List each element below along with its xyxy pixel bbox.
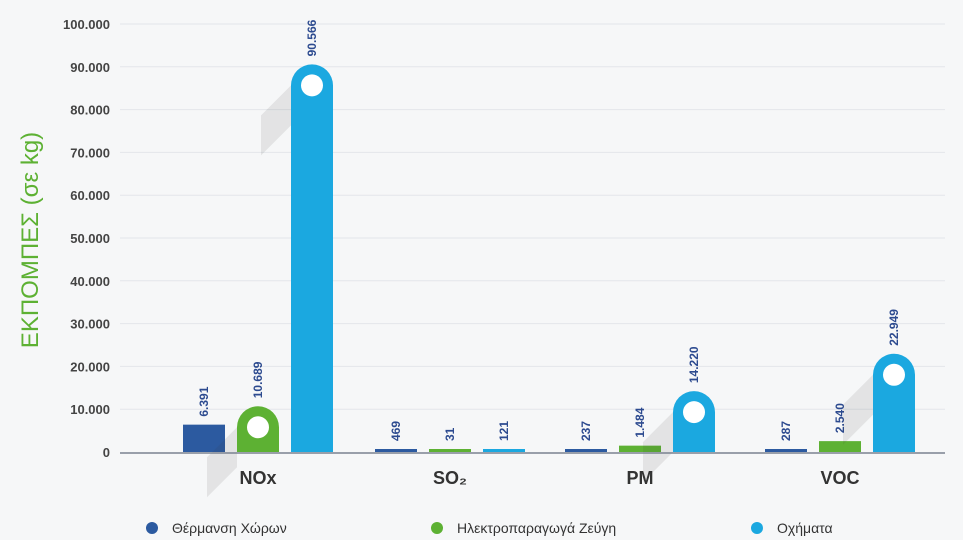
legend-label: Θέρμανση Χώρων — [172, 520, 287, 536]
bar-group-item: 31 — [429, 427, 471, 452]
legend-item: Οχήματα — [751, 520, 833, 536]
bar — [565, 449, 607, 452]
bar-marker — [883, 363, 905, 386]
bar-shadow — [207, 427, 237, 498]
data-label: 10.689 — [251, 361, 265, 398]
data-label: 287 — [779, 421, 793, 441]
bar — [291, 64, 333, 453]
y-tick-label: 20.000 — [70, 359, 110, 374]
bar-shadow — [643, 412, 673, 483]
bar-group-item: 2.540 — [819, 403, 861, 452]
data-label: 22.949 — [887, 309, 901, 346]
data-label: 90.566 — [305, 19, 319, 56]
bar-marker — [247, 416, 269, 439]
bar — [375, 449, 417, 452]
bar-group-item: 469 — [375, 421, 417, 452]
bars: 6.391 10.689 90.566 469 31 121 237 1.484 14.220 2… — [183, 19, 915, 498]
bar-group-item: 287 — [765, 421, 807, 452]
y-tick-label: 30.000 — [70, 317, 110, 332]
bar-group-item: 10.689 — [207, 361, 279, 498]
data-label: 6.391 — [197, 386, 211, 416]
bar — [873, 353, 915, 452]
bar — [483, 449, 525, 452]
y-tick-label: 40.000 — [70, 274, 110, 289]
legend-item: Θέρμανση Χώρων — [146, 520, 287, 536]
data-label: 31 — [443, 427, 457, 441]
y-tick-label: 100.000 — [63, 17, 110, 32]
bar-group-item: 14.220 — [643, 346, 715, 483]
y-axis-label: ΕΚΠΟΜΠΕΣ (σε kg) — [17, 132, 44, 348]
bar-group-item: 1.484 — [619, 407, 661, 452]
bar-group-item: 121 — [483, 421, 525, 452]
legend: Θέρμανση Χώρων Ηλεκτροπαραγωγά Ζεύγη Οχήμα… — [146, 520, 833, 536]
y-axis-ticks: 0 10.000 20.000 30.000 40.000 50.000 60.000 70.… — [63, 17, 110, 460]
legend-label: Ηλεκτροπαραγωγά Ζεύγη — [457, 520, 616, 536]
bar-group-item: 6.391 — [183, 386, 225, 452]
bar — [765, 449, 807, 452]
gridlines — [120, 23, 945, 410]
legend-item: Ηλεκτροπαραγωγά Ζεύγη — [431, 520, 616, 536]
x-tick-label: SO₂ — [433, 468, 467, 488]
bar-group-item: 90.566 — [261, 19, 333, 453]
data-label: 14.220 — [687, 346, 701, 383]
y-tick-label: 0 — [103, 445, 110, 460]
legend-swatch — [751, 522, 763, 534]
x-tick-label: PM — [627, 468, 654, 488]
bar-marker — [683, 401, 705, 424]
y-tick-label: 70.000 — [70, 145, 110, 160]
data-label: 469 — [389, 421, 403, 441]
bar-group-item: 237 — [565, 421, 607, 452]
bar — [819, 441, 861, 452]
legend-swatch — [146, 522, 158, 534]
bar-shadow — [261, 85, 291, 156]
data-label: 2.540 — [833, 403, 847, 433]
x-tick-label: NOx — [239, 468, 276, 488]
x-tick-label: VOC — [820, 468, 859, 488]
bar-group-item: 22.949 — [843, 309, 915, 452]
bar — [619, 445, 661, 452]
bar — [429, 449, 471, 452]
bar-marker — [301, 74, 323, 97]
legend-label: Οχήματα — [777, 520, 833, 536]
bar — [183, 424, 225, 452]
y-tick-label: 50.000 — [70, 231, 110, 246]
y-tick-label: 60.000 — [70, 188, 110, 203]
data-label: 1.484 — [633, 407, 647, 437]
data-label: 121 — [497, 421, 511, 441]
y-tick-label: 90.000 — [70, 60, 110, 75]
y-tick-label: 10.000 — [70, 402, 110, 417]
legend-swatch — [431, 522, 443, 534]
x-axis-ticks: NOx SO₂ PM VOC — [239, 468, 859, 488]
data-label: 237 — [579, 421, 593, 441]
y-tick-label: 80.000 — [70, 103, 110, 118]
bar-shadow — [843, 374, 873, 445]
